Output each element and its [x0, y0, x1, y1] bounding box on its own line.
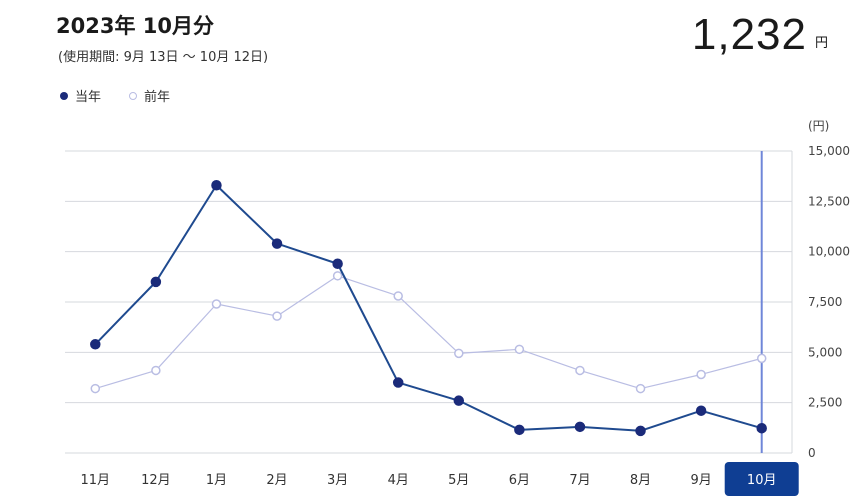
x-tick-label[interactable]: 2月 — [266, 473, 287, 488]
y-tick-label: 15,000 — [808, 144, 850, 158]
data-point-previous — [454, 348, 464, 359]
data-point-current — [756, 422, 767, 434]
series-line-current — [94, 184, 762, 432]
data-point-previous — [756, 353, 767, 364]
data-point-previous — [90, 383, 101, 394]
data-point-previous — [332, 271, 343, 281]
data-point-previous — [393, 291, 403, 301]
x-tick-label[interactable]: 8月 — [630, 473, 651, 488]
data-point-current — [392, 377, 404, 388]
x-tick-label[interactable]: 9月 — [690, 473, 711, 488]
total-amount-unit: 円 — [814, 36, 828, 51]
total-amount: 1,232 円 — [692, 10, 828, 60]
y-tick-label: 10,000 — [808, 245, 850, 259]
x-tick-label[interactable]: 3月 — [327, 473, 348, 488]
x-tick-label[interactable]: 10月 — [747, 473, 777, 488]
data-point-previous — [514, 344, 525, 355]
data-point-current — [453, 395, 465, 406]
y-tick-label: 12,500 — [808, 194, 850, 208]
data-point-previous — [575, 365, 585, 376]
x-tick-label[interactable]: 1月 — [206, 473, 227, 488]
x-tick-label[interactable]: 11月 — [81, 473, 111, 488]
data-point-current — [332, 258, 343, 269]
x-tick-label[interactable]: 5月 — [448, 473, 469, 488]
legend-previous-marker — [129, 91, 138, 100]
data-point-current — [150, 276, 162, 288]
data-point-current — [271, 238, 283, 249]
page-title: 2023年 10月分 — [56, 14, 214, 38]
data-point-previous — [211, 299, 222, 309]
data-point-previous — [635, 383, 646, 394]
legend-item-current[interactable]: 当年 — [60, 86, 101, 105]
legend-item-previous[interactable]: 前年 — [129, 86, 170, 105]
y-tick-label: 5,000 — [808, 345, 842, 359]
x-tick-label[interactable]: 4月 — [388, 473, 409, 488]
period-subtitle: (使用期間: 9月 13日 〜 10月 12日) — [58, 50, 269, 65]
series-line-previous — [95, 275, 762, 390]
data-point-current — [514, 424, 525, 436]
y-tick-label: 2,500 — [808, 396, 842, 410]
y-tick-label: 0 — [808, 446, 816, 460]
data-point-previous — [272, 311, 282, 321]
legend-current-label: 当年 — [75, 90, 102, 105]
data-point-current — [635, 425, 646, 437]
data-point-current — [574, 421, 586, 433]
total-amount-value: 1,232 — [691, 10, 807, 59]
legend-current-marker — [60, 91, 68, 100]
x-tick-label[interactable]: 6月 — [509, 473, 530, 488]
data-point-current — [695, 405, 707, 416]
data-point-current — [90, 339, 101, 350]
data-point-previous — [151, 365, 161, 376]
y-axis-unit-label: (円) — [808, 119, 829, 133]
data-point-current — [211, 179, 222, 191]
x-tick-label[interactable]: 12月 — [141, 473, 171, 488]
y-tick-label: 7,500 — [808, 295, 842, 309]
legend-previous-label: 前年 — [144, 90, 171, 105]
chart-legend: 当年 前年 — [60, 86, 198, 105]
data-point-previous — [696, 369, 706, 380]
month-button-selected[interactable] — [724, 462, 799, 496]
x-tick-label[interactable]: 7月 — [569, 473, 590, 488]
